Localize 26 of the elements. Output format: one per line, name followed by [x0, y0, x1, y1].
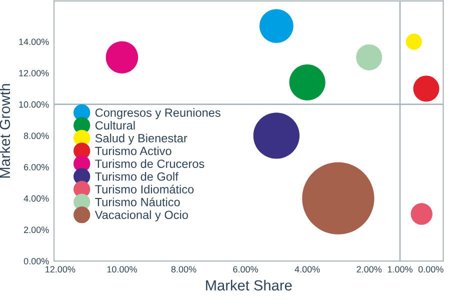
x-tick-label: 10.00% [107, 266, 137, 273]
y-tick-label: 10.00% [19, 101, 49, 108]
legend-label: Turismo Activo [95, 146, 172, 156]
legend-label: Salud y Bienestar [95, 134, 188, 145]
legend-label: Turismo Idiomático [95, 184, 194, 194]
x-tick-label: 1.00% [388, 266, 412, 273]
legend-label: Turismo de Cruceros [95, 159, 204, 168]
y-tick-label: 6.00% [24, 164, 49, 170]
y-tick-label: 4.00% [24, 195, 49, 202]
y-tick-label: 0.00% [24, 258, 49, 264]
legend-label: Congresos y Reuniones [95, 108, 220, 120]
y-tick-label: 14.00% [19, 38, 49, 46]
y-tick-label: 2.00% [24, 226, 49, 234]
y-tick-label: 8.00% [24, 132, 49, 140]
x-tick-label: 12.00% [46, 266, 76, 273]
legend-label: Vacacional y Ocio [94, 210, 188, 222]
y-tick-label: 12.00% [19, 70, 49, 76]
legend-label: Turismo de Golf [95, 172, 178, 181]
x-tick-label: 6.00% [233, 266, 258, 273]
legend-label: Cultural [95, 120, 135, 130]
x-tick-label: 8.00% [171, 266, 196, 273]
x-tick-label: 0.00% [418, 266, 444, 273]
x-tick-label: 4.00% [294, 266, 320, 273]
x-axis-title: Market Share [206, 280, 292, 291]
legend-label: Turismo Náutico [95, 197, 180, 206]
x-tick-label: 2.00% [356, 266, 382, 273]
